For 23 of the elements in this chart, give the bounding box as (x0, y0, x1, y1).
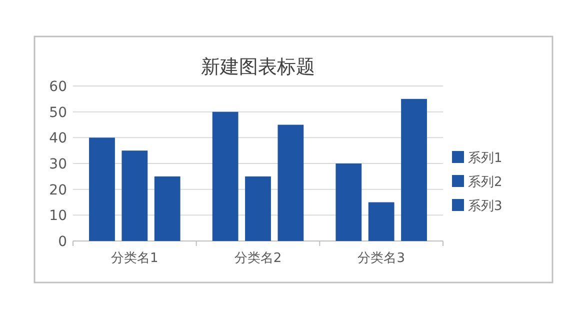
x-tick-label: 分类名1 (111, 251, 158, 266)
y-tick-label: 40 (49, 130, 67, 147)
y-tick-label: 30 (49, 156, 67, 172)
bar (212, 112, 238, 241)
bar (336, 164, 362, 241)
y-tick-label: 50 (49, 104, 67, 121)
legend-label: 系列1 (468, 151, 502, 166)
bar (278, 124, 304, 241)
bar (122, 150, 148, 241)
x-tick-label: 分类名3 (358, 251, 405, 266)
legend-label: 系列3 (468, 199, 502, 214)
chart-title: 新建图表标题 (201, 56, 315, 78)
y-tick-label: 0 (58, 234, 67, 250)
y-tick-label: 20 (49, 182, 67, 198)
y-tick-label: 60 (49, 79, 67, 95)
bar (368, 202, 394, 241)
x-tick-label: 分类名2 (234, 251, 282, 266)
bar (245, 176, 271, 241)
y-tick-label: 10 (49, 208, 67, 224)
bar (89, 138, 115, 241)
bar (401, 98, 427, 241)
legend-label: 系列2 (468, 175, 502, 190)
bar (154, 176, 180, 241)
